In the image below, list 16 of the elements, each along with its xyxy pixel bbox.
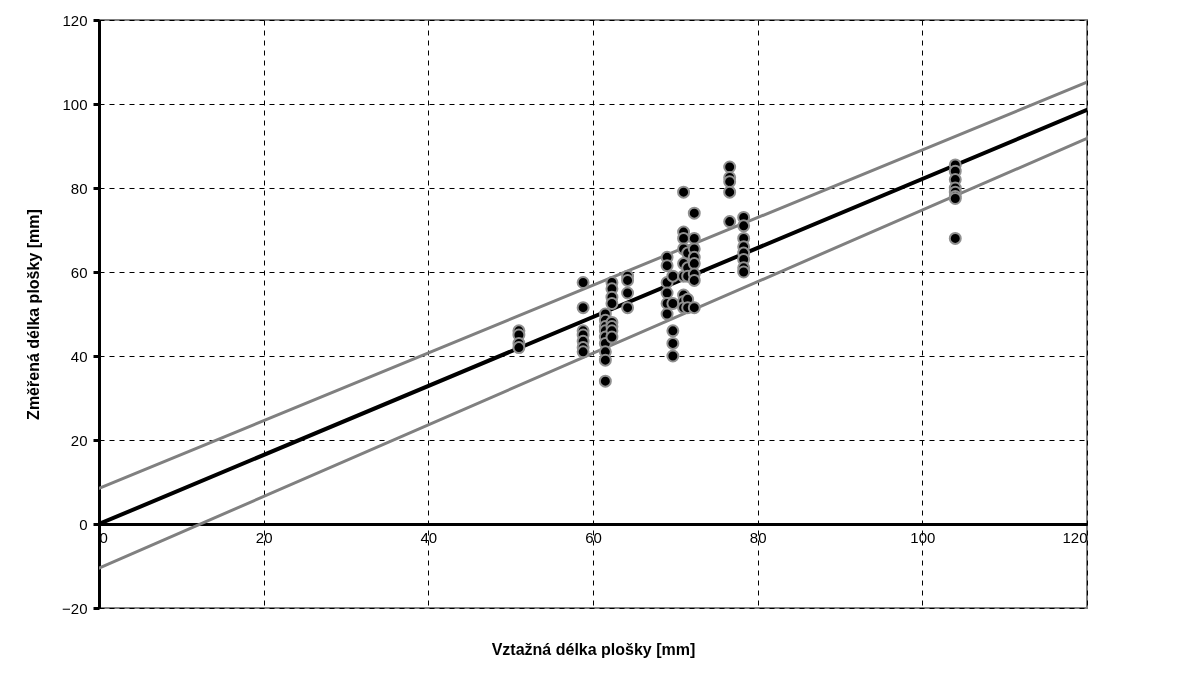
x-tick-label: 80 bbox=[749, 528, 767, 546]
y-tick-label: 60 bbox=[70, 263, 88, 281]
y-tick-label: −20 bbox=[62, 599, 88, 617]
y-tick-label: 100 bbox=[62, 95, 88, 113]
y-tick-label: 0 bbox=[79, 515, 88, 533]
x-tick-label: 60 bbox=[585, 528, 602, 546]
y-tick-label: 80 bbox=[70, 179, 88, 197]
y-tick-label: 120 bbox=[62, 11, 88, 29]
x-axis-title: Vztažná délka plošky [mm] bbox=[491, 640, 696, 658]
y-tick-label: 40 bbox=[70, 347, 88, 365]
x-tick-label: 20 bbox=[255, 528, 273, 546]
y-tick-label: 20 bbox=[70, 431, 88, 449]
y-axis-title: Změřená délka plošky [mm] bbox=[25, 209, 43, 420]
x-tick-label: 120 bbox=[1062, 528, 1088, 546]
x-tick-label: 40 bbox=[420, 528, 438, 546]
x-tick-label: 100 bbox=[910, 528, 936, 546]
